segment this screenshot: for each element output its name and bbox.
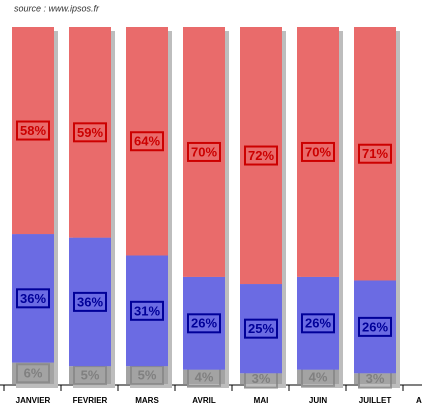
value-label: 3% — [366, 371, 385, 386]
value-label: 71% — [362, 146, 388, 161]
bar-segment — [240, 284, 282, 374]
x-tick-label: FEVRIER — [73, 396, 108, 405]
value-label-box — [301, 313, 335, 334]
value-label: 5% — [81, 368, 100, 383]
value-label-box — [130, 131, 164, 152]
value-label-box — [187, 313, 221, 334]
value-label: 5% — [138, 368, 157, 383]
value-label-box — [358, 143, 392, 164]
value-label-box — [187, 141, 221, 162]
value-label-box — [16, 120, 50, 141]
chart-title: source : www.ipsos.fr — [14, 3, 100, 13]
bar-segment — [297, 369, 339, 384]
bar-segment — [69, 27, 111, 238]
value-label-box — [244, 145, 278, 166]
value-label: 26% — [191, 316, 217, 331]
value-label: 6% — [24, 366, 43, 381]
value-label: 64% — [134, 134, 160, 149]
bar-segment — [126, 27, 168, 256]
bar-segment — [183, 369, 225, 384]
x-tick-label: JANVIER — [16, 396, 51, 405]
bar-segment — [354, 373, 396, 384]
x-tick-label: A — [416, 396, 422, 405]
x-tick-label: MAI — [254, 396, 269, 405]
x-tick-label: JUIN — [309, 396, 327, 405]
value-label: 31% — [134, 303, 160, 318]
value-label: 26% — [305, 316, 331, 331]
value-label: 36% — [77, 294, 103, 309]
value-label: 59% — [77, 125, 103, 140]
value-label: 58% — [20, 123, 46, 138]
bar-segment — [240, 27, 282, 285]
value-label: 3% — [252, 371, 271, 386]
value-label: 26% — [362, 319, 388, 334]
x-tick-label: AVRIL — [192, 396, 216, 405]
value-label-box — [73, 122, 107, 143]
value-label: 72% — [248, 148, 274, 163]
bar-segment — [126, 366, 168, 384]
value-label-box — [16, 363, 50, 384]
bar-segment — [69, 237, 111, 367]
bar-segment — [12, 234, 54, 363]
x-tick-label: JUILLET — [359, 396, 392, 405]
bar-segment — [12, 362, 54, 384]
bar-segment — [354, 27, 396, 281]
bar-segment — [183, 276, 225, 370]
bar-segment — [297, 276, 339, 370]
bar-segment — [126, 255, 168, 367]
value-label: 70% — [191, 144, 217, 159]
x-tick-label: MARS — [135, 396, 159, 405]
bar-segment — [69, 366, 111, 384]
bar-segment — [297, 27, 339, 277]
value-label: 70% — [305, 144, 331, 159]
bar-segment — [240, 373, 282, 384]
value-label-box — [301, 141, 335, 162]
value-label-box — [244, 318, 278, 339]
value-label: 4% — [309, 369, 328, 384]
value-label-box — [130, 300, 164, 321]
value-label: 36% — [20, 291, 46, 306]
bar-segment — [183, 27, 225, 277]
value-label: 25% — [248, 321, 274, 336]
bar-segment — [354, 280, 396, 374]
value-label-box — [16, 288, 50, 309]
value-label-box — [358, 316, 392, 337]
bar-segment — [12, 27, 54, 235]
value-label-box — [73, 291, 107, 312]
value-label: 4% — [195, 369, 214, 384]
